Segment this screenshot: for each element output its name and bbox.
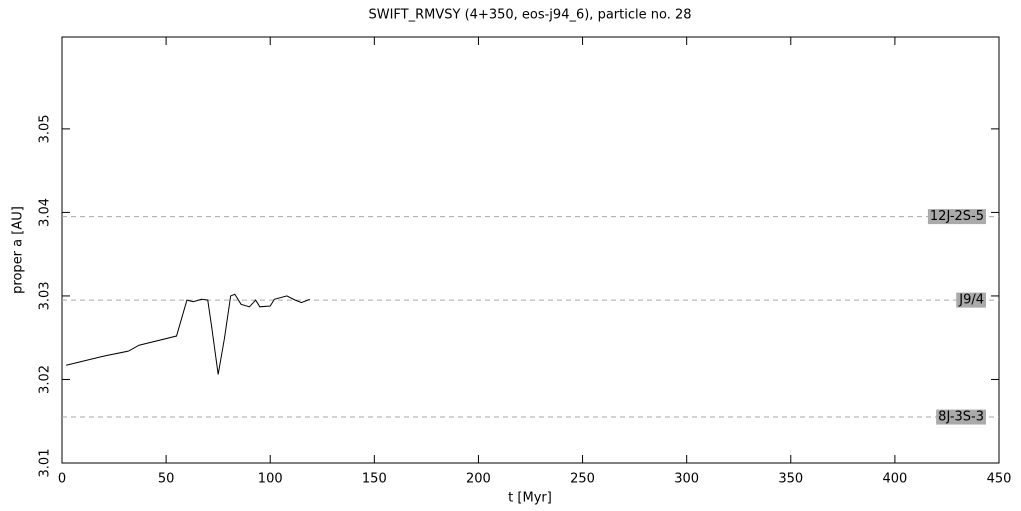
x-tick-label: 300 [674,472,699,487]
resonance-label: 8J-3S-3 [938,410,984,425]
y-tick-label: 3.05 [38,114,53,143]
x-tick-label: 50 [158,472,175,487]
x-tick-label: 150 [362,472,387,487]
resonance-label-box [927,209,986,225]
x-axis-label: t [Myr] [508,491,552,506]
y-tick-label: 3.04 [38,198,53,227]
resonance-label: J9/4 [958,293,984,308]
x-tick-label: 350 [778,472,803,487]
resonance-label-box [936,409,986,425]
y-tick-label: 3.03 [38,281,53,310]
resonance-label: 12J-2S-5 [930,209,984,224]
chart-title: SWIFT_RMVSY (4+350, eos-j94_6), particle… [368,8,691,23]
x-tick-label: 400 [882,472,907,487]
y-tick-label: 3.01 [38,449,53,478]
data-line [66,293,310,375]
x-tick-label: 250 [570,472,595,487]
resonance-label-box [956,292,986,308]
plot-frame [61,36,1000,464]
y-tick-label: 3.02 [38,365,53,394]
y-axis-label: proper a [AU] [11,206,26,294]
x-tick-label: 200 [466,472,491,487]
x-tick-label: 450 [987,472,1012,487]
x-tick-label: 0 [58,472,66,487]
x-tick-label: 100 [258,472,283,487]
